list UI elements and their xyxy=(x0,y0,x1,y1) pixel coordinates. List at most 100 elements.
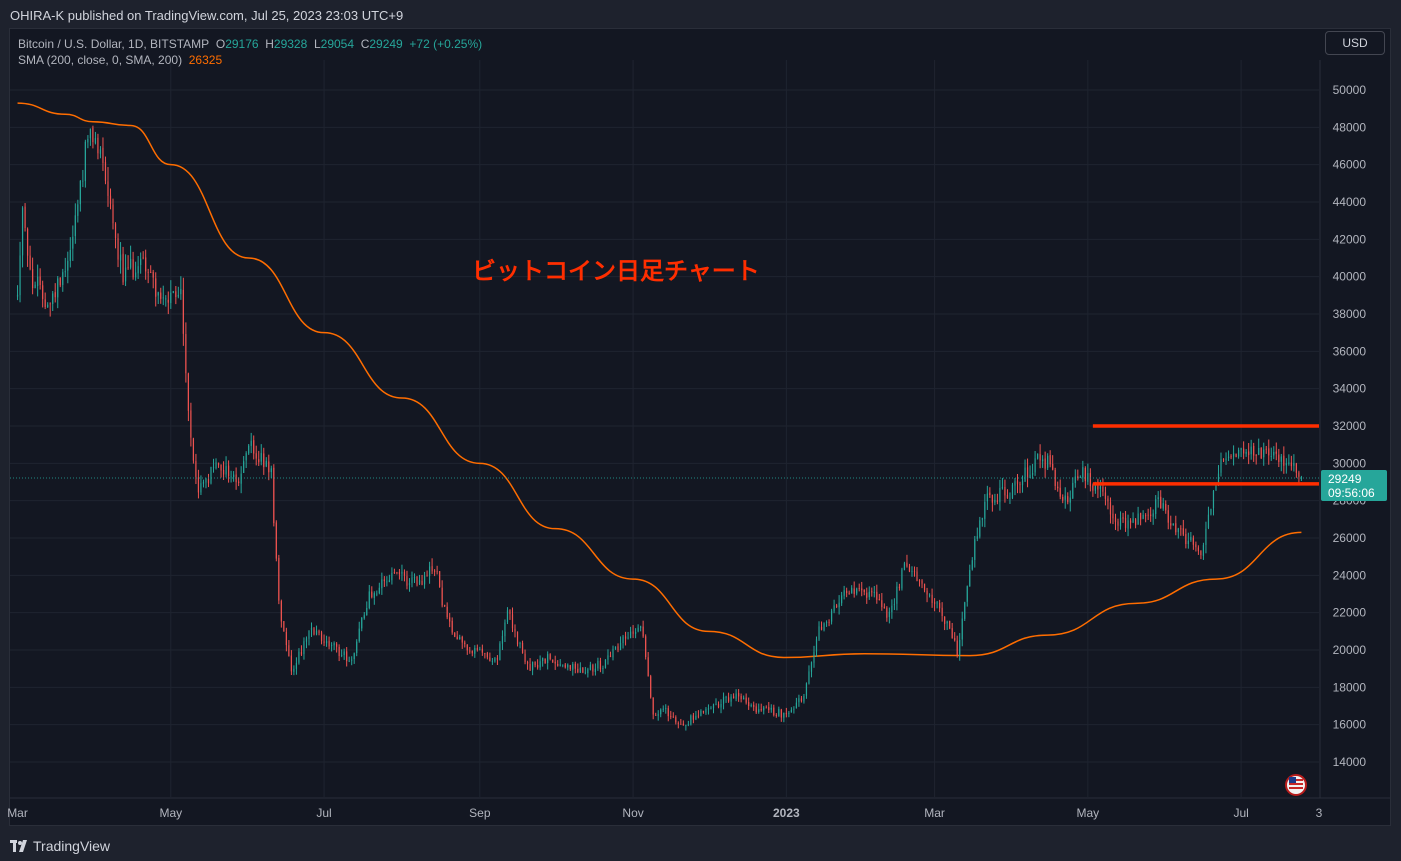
candle-body xyxy=(1099,486,1102,489)
candle-body xyxy=(524,653,526,662)
candle-body xyxy=(230,476,232,478)
candle-body xyxy=(1107,498,1109,502)
candle-body xyxy=(793,708,795,710)
legend-high-value: 29328 xyxy=(273,37,308,51)
candle-body xyxy=(1067,496,1069,503)
candle-body xyxy=(1207,514,1210,528)
candle-body xyxy=(84,141,86,181)
candle-body xyxy=(702,710,705,713)
legend-low-label: L xyxy=(313,37,321,51)
candle-body xyxy=(1245,451,1247,454)
candle-body xyxy=(504,622,506,637)
candle-body xyxy=(112,204,114,224)
price-badge-countdown: 09:56:06 xyxy=(1328,486,1375,500)
us-flag-icon[interactable] xyxy=(1285,774,1307,796)
candle-body xyxy=(1011,484,1014,499)
candle-body xyxy=(1210,508,1212,515)
candle-body xyxy=(64,271,66,273)
candle-body xyxy=(820,626,823,630)
candle-body xyxy=(559,664,561,666)
price-tick-label: 14000 xyxy=(1333,755,1367,769)
candle-body xyxy=(1263,449,1265,458)
candle-body xyxy=(1268,448,1270,456)
candle-body xyxy=(1232,453,1235,457)
time-tick-label: Mar xyxy=(7,806,28,820)
candle-body xyxy=(34,284,36,289)
candle-body xyxy=(526,661,529,664)
candle-body xyxy=(773,707,775,716)
candle-body xyxy=(740,696,742,700)
candle-body xyxy=(491,661,493,662)
candle-body xyxy=(202,481,205,484)
candle-body xyxy=(1072,482,1074,499)
tradingview-icon xyxy=(10,840,27,852)
candle-body xyxy=(815,639,818,652)
candle-body xyxy=(999,487,1001,503)
candle-body xyxy=(778,708,780,716)
sma-layer xyxy=(17,102,1302,659)
candle-body xyxy=(707,708,710,710)
candle-body xyxy=(906,562,908,567)
candle-body xyxy=(1187,540,1189,545)
price-tick-label: 50000 xyxy=(1333,83,1367,97)
candle-body xyxy=(680,724,682,725)
candle-body xyxy=(841,595,843,604)
price-tick-label: 30000 xyxy=(1333,456,1367,470)
candle-body xyxy=(288,645,290,657)
candle-body xyxy=(356,641,358,653)
time-tick-label: Jul xyxy=(1233,806,1248,820)
candle-body xyxy=(996,500,999,503)
candle-body xyxy=(333,643,335,646)
candle-body xyxy=(629,631,632,639)
time-tick-label: Jul xyxy=(316,806,331,820)
currency-button[interactable]: USD xyxy=(1325,31,1385,55)
price-tick-label: 22000 xyxy=(1333,606,1367,620)
candle-body xyxy=(418,580,421,584)
candle-body xyxy=(1185,533,1187,545)
candle-body xyxy=(248,445,250,454)
price-tick-label: 46000 xyxy=(1333,158,1367,172)
candle-body xyxy=(180,288,182,295)
price-tick-label: 20000 xyxy=(1333,643,1367,657)
candle-body xyxy=(1235,453,1237,458)
candle-body xyxy=(177,294,179,297)
candle-body xyxy=(780,709,782,718)
candle-body xyxy=(172,291,174,293)
candle-body xyxy=(670,716,672,717)
candle-body xyxy=(147,271,149,273)
candle-body xyxy=(258,459,260,463)
candle-body xyxy=(677,722,679,724)
price-tick-label: 32000 xyxy=(1333,419,1367,433)
candle-body xyxy=(823,623,825,631)
candle-body xyxy=(549,654,551,659)
candle-body xyxy=(474,648,476,654)
candle-body xyxy=(1069,497,1071,503)
candle-body xyxy=(1129,520,1132,523)
candle-body xyxy=(1042,459,1044,462)
candle-body xyxy=(1150,514,1152,516)
candle-body xyxy=(1172,523,1174,526)
candle-body xyxy=(994,499,996,503)
candle-body xyxy=(42,285,44,300)
candle-body xyxy=(1265,448,1267,450)
candle-body xyxy=(800,698,803,702)
tradingview-logo[interactable]: TradingView xyxy=(10,838,110,854)
candle-body xyxy=(1112,513,1114,519)
candle-body xyxy=(846,590,848,594)
candle-body xyxy=(1037,453,1039,459)
candle-body xyxy=(984,501,986,519)
candle-body xyxy=(609,655,612,658)
time-tick-label: Nov xyxy=(622,806,643,820)
candle-body xyxy=(310,627,313,631)
candle-body xyxy=(871,591,873,593)
candle-body xyxy=(660,709,662,715)
candle-body xyxy=(624,636,627,639)
candle-body xyxy=(511,614,514,629)
candle-body xyxy=(24,206,26,228)
candle-body xyxy=(836,605,838,607)
candle-body xyxy=(1243,448,1245,454)
legend-close-label: C xyxy=(360,37,370,51)
candle-body xyxy=(1054,469,1056,486)
candle-body xyxy=(587,669,589,674)
